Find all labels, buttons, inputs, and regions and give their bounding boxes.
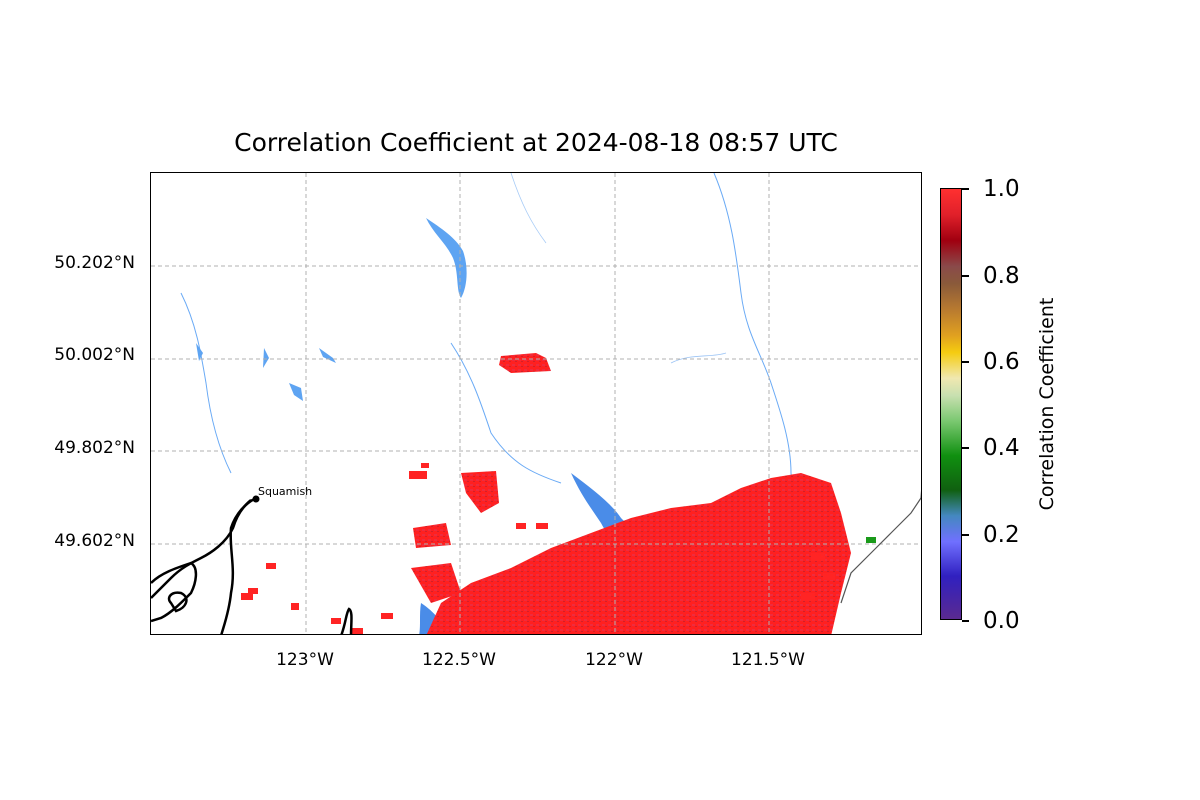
lakes [196, 218, 467, 401]
cbar-label-0-0: 0.0 [983, 608, 1020, 634]
cbar-label-0-6: 0.6 [983, 349, 1020, 375]
gridlines [151, 173, 921, 634]
lon-label-122-5w: 122.5°W [422, 650, 496, 670]
colorbar-title: Correlation Coefficient [1036, 297, 1058, 511]
cbar-tick-0-6 [962, 361, 969, 363]
map-canvas [151, 173, 921, 634]
lat-label-50-002: 50.002°N [54, 345, 135, 365]
echo-west-b [413, 523, 451, 548]
cbar-label-1-0: 1.0 [983, 176, 1020, 202]
radar-map[interactable]: Squamish [150, 172, 922, 635]
coastline [151, 496, 353, 634]
squamish-marker [252, 495, 260, 503]
echo-southwest [411, 563, 461, 603]
lat-label-49-602: 49.602°N [54, 531, 135, 551]
cbar-tick-0-0 [962, 620, 969, 622]
lon-label-122w: 122°W [585, 650, 643, 670]
cbar-tick-0-2 [962, 534, 969, 536]
border [840, 490, 921, 604]
colorbar [940, 188, 962, 620]
radar-echoes [411, 353, 851, 634]
squamish-label: Squamish [258, 485, 313, 498]
echo-west-a [461, 471, 499, 513]
cbar-tick-0-8 [962, 275, 969, 277]
lon-label-123w: 123°W [276, 650, 334, 670]
cbar-tick-0-4 [962, 447, 969, 449]
map-title: Correlation Coefficient at 2024-08-18 08… [234, 128, 838, 157]
green-echo [866, 537, 876, 543]
cbar-label-0-8: 0.8 [983, 263, 1020, 289]
lon-label-121-5w: 121.5°W [731, 650, 805, 670]
cbar-label-0-4: 0.4 [983, 435, 1020, 461]
lat-label-50-202: 50.202°N [54, 253, 135, 273]
echo-main [426, 473, 851, 634]
lat-label-49-802: 49.802°N [54, 438, 135, 458]
cbar-tick-1-0 [962, 188, 969, 190]
cbar-label-0-2: 0.2 [983, 522, 1020, 548]
scattered-echoes [241, 463, 835, 634]
echo-center-north [499, 353, 551, 373]
